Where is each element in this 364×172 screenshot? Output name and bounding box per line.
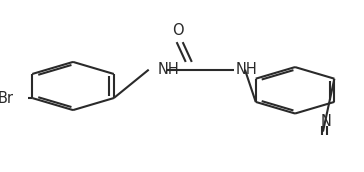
- Text: N: N: [321, 114, 332, 129]
- Text: O: O: [173, 23, 184, 39]
- Text: Br: Br: [0, 90, 14, 106]
- Text: NH: NH: [236, 62, 257, 77]
- Text: NH: NH: [157, 62, 179, 77]
